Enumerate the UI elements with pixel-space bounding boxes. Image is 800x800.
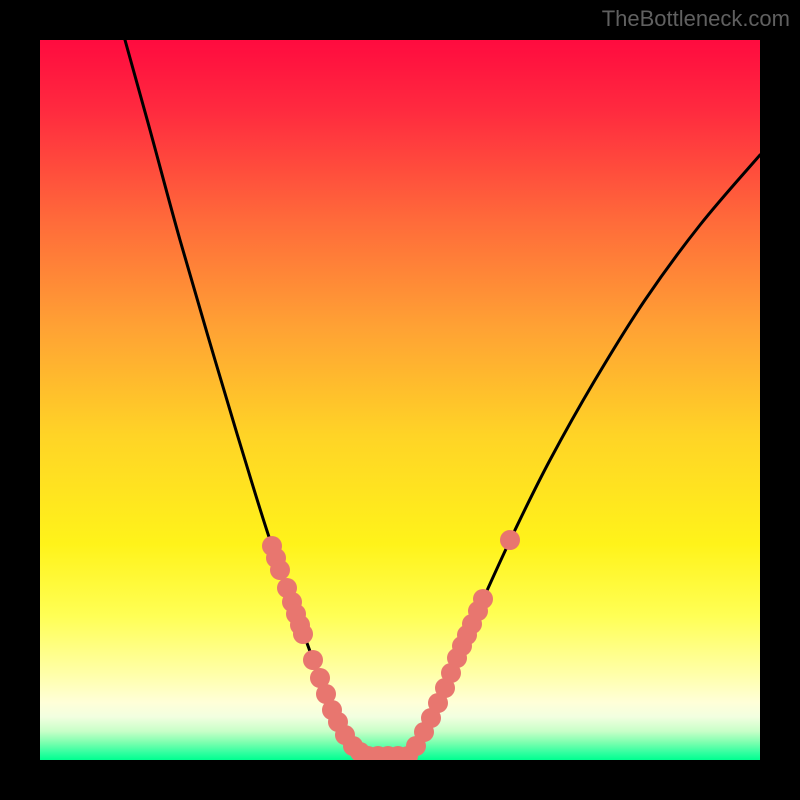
marker-group <box>262 530 520 760</box>
border-bottom <box>0 760 800 800</box>
border-left <box>0 0 40 800</box>
data-marker <box>303 650 323 670</box>
border-right <box>760 0 800 800</box>
curve-left-branch <box>125 40 368 756</box>
data-marker <box>473 589 493 609</box>
data-marker <box>500 530 520 550</box>
data-marker <box>270 560 290 580</box>
watermark-text: TheBottleneck.com <box>602 6 790 32</box>
plot-overlay <box>40 40 760 760</box>
chart-canvas: TheBottleneck.com <box>0 0 800 800</box>
data-marker <box>293 624 313 644</box>
